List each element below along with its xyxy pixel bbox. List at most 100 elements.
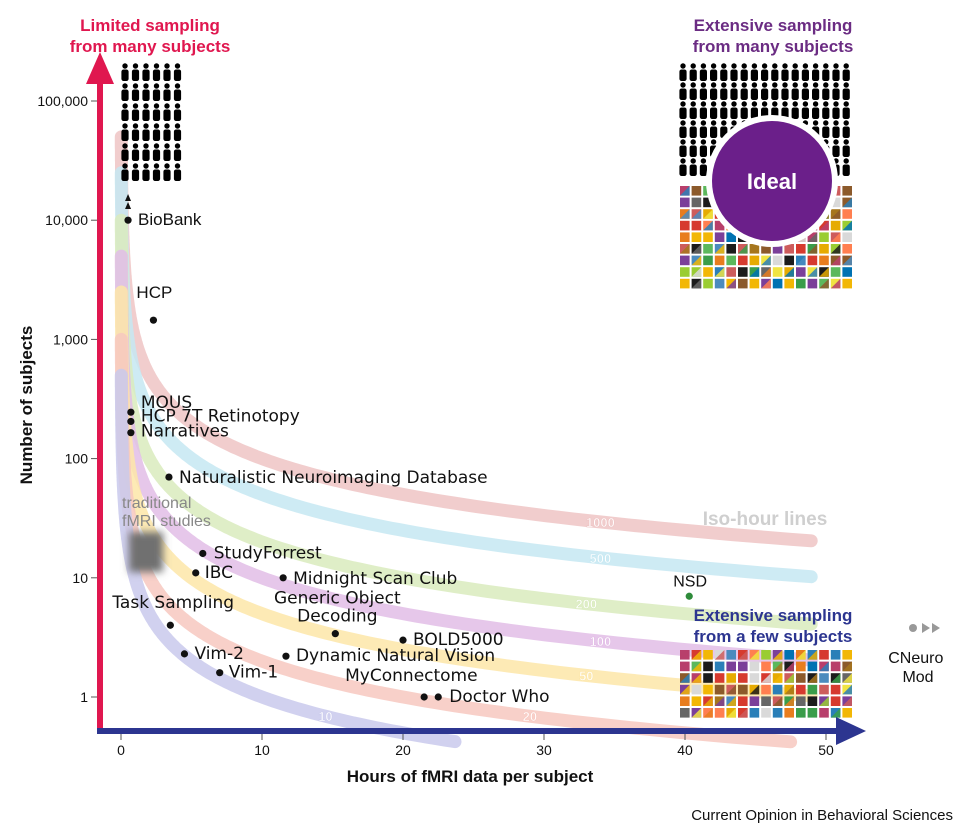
person-icon-body xyxy=(710,126,718,138)
person-icon-body xyxy=(121,129,129,141)
person-icon-body xyxy=(801,107,809,119)
biobank-arrow-icon xyxy=(125,202,132,209)
person-icon-body xyxy=(152,149,161,161)
person-icon-body xyxy=(740,88,748,100)
person-icon-head xyxy=(174,103,181,109)
stimulus-tile-detail xyxy=(680,684,690,695)
person-icon-body xyxy=(689,107,697,119)
person-icon-body xyxy=(812,107,820,119)
stimulus-tile xyxy=(738,255,748,266)
person-icon-head xyxy=(143,63,149,69)
person-icon-body xyxy=(740,69,748,81)
person-icon-body xyxy=(679,88,687,100)
stimulus-tile-detail xyxy=(680,673,690,683)
data-point-hcp xyxy=(149,316,158,324)
stimulus-tile xyxy=(772,696,783,706)
stimulus-tile-detail xyxy=(714,708,725,718)
person-icon-head xyxy=(164,63,170,69)
stimulus-tile xyxy=(830,244,841,254)
stimulus-tile xyxy=(772,684,783,695)
person-icon-body xyxy=(173,169,182,181)
stimulus-tile xyxy=(819,708,829,718)
person-icon-body xyxy=(720,69,728,81)
person-icon-head xyxy=(164,103,170,109)
person-icon-body xyxy=(121,169,129,181)
person-icon-head xyxy=(122,83,128,89)
person-icon-head xyxy=(122,143,128,149)
data-point-label-studyforrest: StudyForrest xyxy=(214,543,322,563)
person-icon-body xyxy=(761,88,769,100)
stimulus-tile xyxy=(703,278,713,289)
person-icon-body xyxy=(689,126,697,138)
data-points xyxy=(124,216,693,701)
data-point-label-ibc: IBC xyxy=(205,563,233,583)
person-icon-body xyxy=(761,69,769,81)
stimulus-tile xyxy=(772,267,783,277)
stimulus-tile xyxy=(714,661,725,672)
person-icon-head xyxy=(731,63,737,69)
stimulus-tile-detail xyxy=(761,278,771,289)
person-icon-body xyxy=(173,149,182,161)
stimulus-tile-detail xyxy=(738,684,748,695)
y-axis-line xyxy=(97,80,103,733)
data-point-label-hcp-7t-retinotopy: HCP 7T Retinotopy xyxy=(141,406,300,426)
data-point-label-mous: MOUS xyxy=(141,393,192,413)
person-icon-body xyxy=(699,145,707,157)
stimulus-tile xyxy=(726,232,736,242)
stimulus-tile xyxy=(784,244,794,254)
person-icon-head xyxy=(680,139,686,145)
stimulus-tile-detail xyxy=(703,696,713,706)
data-point-nsd xyxy=(685,592,693,600)
person-icon-body xyxy=(740,107,748,119)
stimulus-tile xyxy=(703,255,713,266)
people-icon-grid-left xyxy=(121,63,182,181)
data-point-doctor-who xyxy=(434,693,442,701)
data-point-label-task-sampling: Task Sampling xyxy=(111,593,234,613)
x-tick-label: 10 xyxy=(254,742,270,758)
person-icon-head xyxy=(680,120,686,126)
stimulus-tile xyxy=(784,650,794,660)
person-icon-body xyxy=(720,107,728,119)
person-icon-head xyxy=(132,63,139,69)
cneuromod-label: CNeuro Mod xyxy=(888,650,948,686)
person-icon-body xyxy=(699,88,707,100)
stimulus-tile xyxy=(830,267,841,277)
stimulus-tile xyxy=(842,209,852,219)
person-icon-body xyxy=(750,88,758,100)
person-icon-body xyxy=(710,88,718,100)
person-icon-body xyxy=(832,107,840,119)
stimulus-tile xyxy=(807,661,818,672)
stimulus-tile xyxy=(772,650,783,660)
person-icon-body xyxy=(121,69,129,81)
stimulus-tile xyxy=(807,232,818,242)
stimulus-tile xyxy=(796,708,806,718)
stimulus-tile xyxy=(726,244,736,254)
x-tick-label: 0 xyxy=(117,742,125,758)
stimulus-tile xyxy=(807,278,818,289)
stimulus-tile xyxy=(784,255,794,266)
person-icon-body xyxy=(679,107,687,119)
x-axis-line xyxy=(97,728,839,734)
person-icon-head xyxy=(782,101,788,107)
stimulus-tile xyxy=(796,267,806,277)
person-icon-body xyxy=(679,69,687,81)
person-icon-body xyxy=(750,69,758,81)
data-point-label-nsd: NSD xyxy=(673,573,707,590)
person-icon-body xyxy=(822,88,830,100)
person-icon-body xyxy=(822,126,830,138)
stimulus-tile xyxy=(738,267,748,277)
stimulus-tile-detail xyxy=(842,684,852,695)
stimulus-tile xyxy=(749,278,760,289)
person-icon-head xyxy=(802,63,809,69)
x-tick-label: 30 xyxy=(536,742,552,758)
stimulus-tile xyxy=(749,244,760,254)
person-icon-body xyxy=(710,69,718,81)
person-icon-body xyxy=(142,149,150,161)
person-icon-body xyxy=(163,129,171,141)
stimulus-tile-detail xyxy=(726,708,736,718)
person-icon-body xyxy=(152,129,161,141)
stimulus-tile-detail xyxy=(772,673,783,683)
data-point-label-myconnectome: MyConnectome xyxy=(345,666,477,686)
